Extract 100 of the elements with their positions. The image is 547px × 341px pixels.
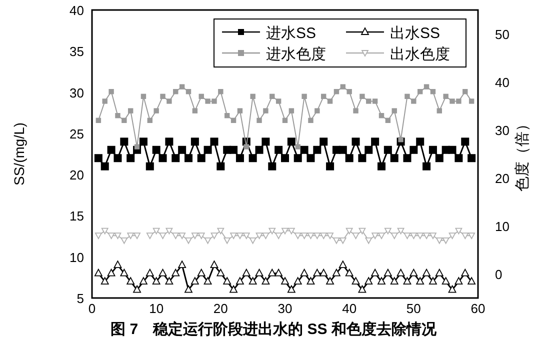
point	[270, 94, 275, 99]
point	[223, 277, 232, 284]
point	[411, 98, 416, 104]
point	[295, 144, 300, 150]
point	[314, 232, 321, 240]
point	[140, 94, 146, 99]
point	[172, 268, 180, 276]
point	[210, 232, 218, 240]
point	[276, 98, 282, 104]
point	[366, 98, 372, 104]
point	[268, 162, 276, 170]
point	[122, 118, 127, 123]
point	[456, 98, 462, 104]
point	[262, 277, 270, 284]
x-tick-label: 0	[88, 301, 96, 316]
point	[108, 232, 115, 240]
y2-tick-label: 10	[495, 219, 510, 234]
y-tick-label: 20	[70, 168, 84, 183]
legend-label: 出水色度	[390, 46, 450, 63]
y-tick-label: 35	[70, 44, 84, 60]
point	[442, 237, 450, 244]
x-tick-label: 30	[278, 301, 292, 316]
point	[378, 277, 386, 284]
point	[360, 94, 365, 99]
point	[224, 237, 231, 244]
point	[230, 232, 237, 240]
point	[96, 118, 102, 123]
point	[159, 232, 166, 240]
point	[410, 232, 418, 240]
point	[430, 232, 436, 240]
point	[224, 113, 230, 118]
point	[340, 84, 346, 90]
point	[450, 98, 455, 104]
point	[140, 277, 148, 284]
point	[436, 108, 442, 114]
point	[212, 98, 217, 104]
point	[248, 154, 257, 162]
point	[392, 108, 397, 114]
point	[462, 232, 469, 240]
point	[126, 277, 135, 284]
point	[384, 268, 392, 276]
point	[210, 260, 218, 268]
point	[448, 285, 456, 293]
point	[166, 98, 172, 104]
point	[398, 137, 404, 142]
point	[461, 138, 470, 146]
point	[185, 237, 192, 244]
point	[281, 154, 289, 162]
point	[249, 237, 256, 244]
point	[216, 162, 225, 170]
point	[166, 228, 173, 234]
point	[462, 89, 468, 94]
point	[424, 84, 430, 90]
point	[230, 118, 236, 123]
point	[134, 144, 140, 150]
point	[378, 162, 386, 170]
point	[294, 277, 302, 284]
point	[217, 228, 224, 234]
point	[274, 268, 283, 276]
point	[236, 154, 244, 162]
point	[268, 228, 276, 234]
point	[158, 268, 167, 276]
point	[165, 138, 174, 146]
point	[410, 146, 418, 154]
x-tick-label: 40	[342, 301, 357, 316]
point	[197, 154, 206, 162]
point	[107, 146, 116, 154]
point	[184, 154, 192, 162]
point	[100, 162, 109, 170]
point	[274, 146, 283, 154]
y2-tick-label: 50	[495, 27, 510, 42]
point	[448, 146, 456, 154]
point	[172, 154, 180, 162]
point	[242, 232, 250, 240]
point	[352, 232, 360, 240]
point	[313, 268, 322, 276]
point	[236, 277, 244, 284]
point	[339, 237, 346, 244]
point	[390, 232, 398, 240]
point	[454, 277, 463, 284]
y-tick-label: 40	[70, 3, 84, 18]
point	[275, 232, 282, 240]
point	[313, 146, 322, 154]
y2-tick-label: 20	[495, 171, 510, 186]
point	[120, 237, 128, 244]
y2-axis-title: 色度（倍）	[514, 116, 531, 192]
point	[468, 232, 476, 240]
point	[422, 162, 431, 170]
point	[210, 138, 218, 146]
point	[364, 146, 373, 154]
point	[250, 94, 256, 99]
point	[154, 108, 159, 114]
point	[423, 232, 430, 240]
point	[197, 268, 206, 276]
point	[320, 268, 328, 276]
point	[268, 268, 276, 276]
point	[435, 268, 444, 276]
y2-tick-label: 30	[495, 123, 510, 138]
point	[345, 154, 354, 162]
point	[133, 285, 141, 293]
